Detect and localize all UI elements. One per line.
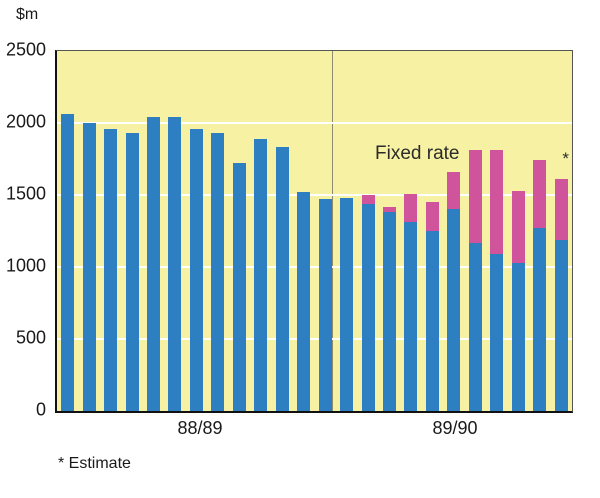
gridline-1500 — [57, 194, 572, 196]
bar-18 — [425, 202, 439, 411]
bar-5 — [147, 117, 161, 411]
bar-22-blue-segment — [511, 262, 525, 411]
y-tick-label-0: 0 — [35, 399, 46, 420]
bar-13 — [318, 199, 332, 411]
x-label-89-90: 89/90 — [432, 418, 478, 438]
bar-15 — [361, 195, 375, 411]
bar-6-blue-segment — [168, 117, 182, 411]
bar-16 — [383, 206, 397, 411]
gridline-2000 — [57, 122, 572, 124]
bar-24 — [554, 179, 568, 411]
bar-24-pink-segment — [554, 179, 568, 240]
bar-24-blue-segment — [554, 239, 568, 411]
bar-14-blue-segment — [340, 197, 354, 411]
bar-12-blue-segment — [297, 192, 311, 411]
x-axis: 88/89 89/90 — [0, 418, 600, 442]
year-divider-line — [332, 51, 333, 411]
bar-23 — [533, 160, 547, 411]
bar-8 — [211, 133, 225, 411]
bar-16-blue-segment — [383, 212, 397, 411]
y-tick-label-1000: 1000 — [5, 255, 46, 276]
bar-13-blue-segment — [318, 199, 332, 411]
bar-10-blue-segment — [254, 138, 268, 411]
plot-area: Fixed rate * — [55, 50, 573, 413]
estimate-asterisk: * — [562, 149, 569, 168]
bar-14 — [340, 197, 354, 411]
gridline-1000 — [57, 266, 572, 268]
bar-21 — [490, 150, 504, 411]
bar-17 — [404, 193, 418, 411]
bar-21-blue-segment — [490, 254, 504, 411]
x-label-88-89: 88/89 — [177, 418, 223, 438]
gridline-500 — [57, 338, 572, 340]
bar-6 — [168, 117, 182, 411]
y-tick-label-2000: 2000 — [5, 111, 46, 132]
fixed-rate-label: Fixed rate — [375, 143, 460, 164]
bars-container — [57, 51, 572, 411]
bar-21-pink-segment — [490, 150, 504, 255]
bar-1-blue-segment — [61, 114, 75, 411]
bar-2-blue-segment — [82, 123, 96, 411]
bar-18-pink-segment — [425, 202, 439, 231]
bar-15-pink-segment — [361, 195, 375, 204]
bar-17-blue-segment — [404, 222, 418, 411]
bar-16-pink-segment — [383, 206, 397, 213]
bar-1 — [61, 114, 75, 411]
bar-4-blue-segment — [125, 133, 139, 411]
bar-15-blue-segment — [361, 203, 375, 411]
bar-22-pink-segment — [511, 190, 525, 263]
bar-9-blue-segment — [232, 163, 246, 411]
bar-3 — [104, 128, 118, 411]
bar-23-blue-segment — [533, 228, 547, 411]
bar-2 — [82, 123, 96, 411]
bar-19-pink-segment — [447, 171, 461, 210]
y-tick-label-500: 500 — [15, 327, 46, 348]
bar-7 — [189, 128, 203, 411]
bar-3-blue-segment — [104, 128, 118, 411]
y-tick-label-1500: 1500 — [5, 183, 46, 204]
bar-20-blue-segment — [468, 242, 482, 411]
y-axis: 0 500 1000 1500 2000 2500 — [0, 40, 46, 420]
bar-9 — [232, 163, 246, 411]
bar-20-pink-segment — [468, 150, 482, 243]
bar-7-blue-segment — [189, 128, 203, 411]
bar-11-blue-segment — [275, 147, 289, 411]
bar-19 — [447, 171, 461, 411]
bar-20 — [468, 150, 482, 411]
bar-11 — [275, 147, 289, 411]
bar-4 — [125, 133, 139, 411]
estimate-footnote: * Estimate — [58, 455, 131, 472]
y-tick-label-2500: 2500 — [5, 39, 46, 60]
bar-12 — [297, 192, 311, 411]
bar-23-pink-segment — [533, 160, 547, 229]
bar-18-blue-segment — [425, 231, 439, 411]
bar-19-blue-segment — [447, 209, 461, 411]
bar-17-pink-segment — [404, 193, 418, 223]
y-axis-unit-label: $m — [16, 6, 39, 23]
bar-10 — [254, 138, 268, 411]
bar-22 — [511, 190, 525, 411]
bar-5-blue-segment — [147, 117, 161, 411]
bar-8-blue-segment — [211, 133, 225, 411]
